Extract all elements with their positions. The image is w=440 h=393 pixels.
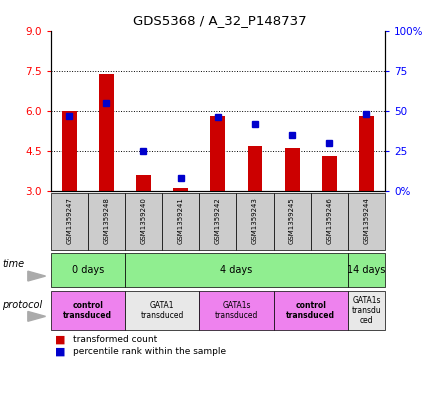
Text: protocol: protocol: [2, 299, 42, 310]
Text: 0 days: 0 days: [72, 265, 104, 275]
Text: GSM1359247: GSM1359247: [66, 198, 72, 244]
Text: GATA1
transduced: GATA1 transduced: [140, 301, 184, 320]
Text: 4 days: 4 days: [220, 265, 253, 275]
Text: transformed count: transformed count: [73, 336, 157, 344]
Text: GATA1s
transduced: GATA1s transduced: [215, 301, 258, 320]
Bar: [285, 148, 300, 191]
Text: GSM1359244: GSM1359244: [363, 198, 370, 244]
Bar: [62, 111, 77, 191]
Text: time: time: [2, 259, 24, 269]
Text: GSM1359241: GSM1359241: [178, 198, 183, 244]
Bar: [210, 116, 225, 191]
Bar: [322, 156, 337, 191]
Text: percentile rank within the sample: percentile rank within the sample: [73, 347, 226, 356]
Bar: [359, 116, 374, 191]
Text: ■: ■: [55, 335, 66, 345]
Text: 14 days: 14 days: [347, 265, 385, 275]
Text: GSM1359240: GSM1359240: [140, 198, 147, 244]
Text: GATA1s
transdu
ced: GATA1s transdu ced: [352, 296, 381, 325]
Text: ■: ■: [55, 347, 66, 357]
Text: GSM1359245: GSM1359245: [289, 198, 295, 244]
Bar: [173, 188, 188, 191]
Bar: [136, 174, 151, 191]
Text: GSM1359242: GSM1359242: [215, 198, 221, 244]
Bar: [99, 74, 114, 191]
Text: control
transduced: control transduced: [63, 301, 112, 320]
Text: GSM1359248: GSM1359248: [103, 198, 109, 244]
Text: GSM1359246: GSM1359246: [326, 198, 332, 244]
Bar: [248, 145, 262, 191]
Text: control
transduced: control transduced: [286, 301, 335, 320]
Text: GSM1359243: GSM1359243: [252, 198, 258, 244]
Text: GDS5368 / A_32_P148737: GDS5368 / A_32_P148737: [133, 14, 307, 27]
